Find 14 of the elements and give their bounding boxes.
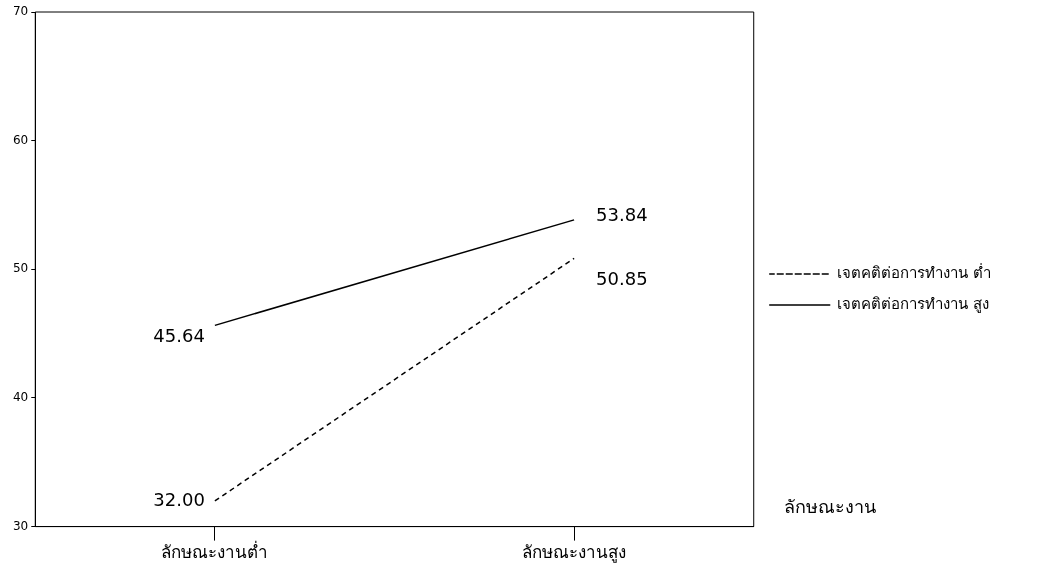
data-label: 32.00 bbox=[153, 488, 205, 510]
x-tick-label: ลักษณะงานต่ำ bbox=[161, 540, 269, 563]
x-axis-title: ลักษณะงาน bbox=[783, 496, 876, 518]
y-tick-label: 50 bbox=[12, 261, 29, 276]
y-tick-label: 40 bbox=[12, 390, 29, 405]
y-tick-label: 60 bbox=[12, 132, 29, 147]
y-tick-label: 70 bbox=[12, 4, 29, 19]
data-label: 53.84 bbox=[596, 203, 648, 225]
data-label: 45.64 bbox=[153, 325, 205, 347]
legend-label: เจตคติต่อการทำงาน ต่ำ bbox=[837, 261, 992, 282]
x-tick-label: ลักษณะงานสูง bbox=[522, 542, 627, 564]
legend-label: เจตคติต่อการทำงาน สูง bbox=[837, 294, 990, 313]
data-label: 50.85 bbox=[596, 268, 648, 290]
y-tick-label: 30 bbox=[12, 518, 29, 533]
